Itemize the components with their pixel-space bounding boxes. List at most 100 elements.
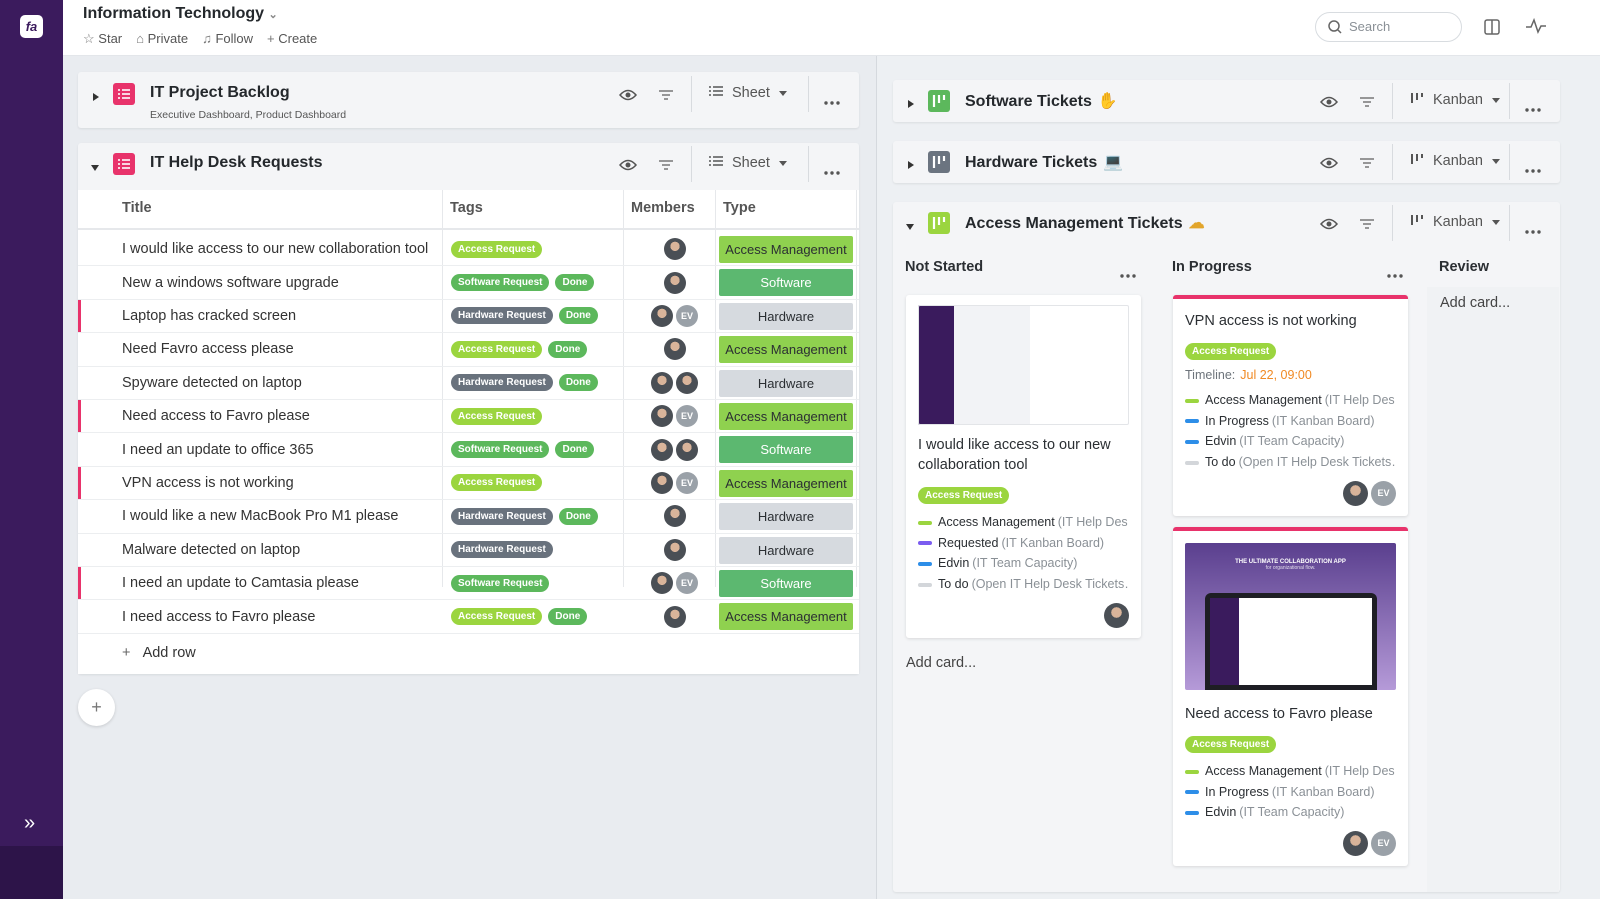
row-tags: Hardware Request [451,534,559,566]
column-name: In Progress [1172,259,1252,275]
column-header[interactable]: Title [122,200,152,216]
collapse-toggle[interactable] [907,157,915,175]
column-header[interactable]: Members [631,200,695,216]
view-switcher[interactable]: Sheet [709,85,787,101]
search-box[interactable]: Search [1315,12,1462,42]
table-row[interactable]: I would like a new MacBook Pro M1 please… [78,500,859,534]
table-row[interactable]: Malware detected on laptop Hardware Reque… [78,534,859,567]
view-switcher[interactable]: Kanban [1410,153,1500,169]
visibility-button[interactable] [1319,156,1339,174]
header-action[interactable]: ⌂ Private [136,31,188,47]
view-drop [1492,214,1500,230]
view-icon [1410,214,1424,230]
widget-subtitle[interactable]: Executive Dashboard, Product Dashboard [150,109,347,121]
collection-title[interactable]: Information Technology ⌄ [83,5,278,22]
filter-button[interactable] [658,158,674,176]
table-row[interactable]: Spyware detected on laptop Hardware Reque… [78,367,859,400]
card[interactable]: I would like access to our new collabora… [906,295,1141,638]
more-button[interactable] [824,92,840,110]
collapse-toggle[interactable] [905,218,915,236]
table-row[interactable]: I would like access to our new collabora… [78,233,859,267]
more-button[interactable] [1525,99,1541,117]
sep [691,76,692,112]
add-row-label: Add row [142,645,196,661]
expand-button[interactable]: » [24,812,36,834]
activity-icon[interactable] [1525,17,1547,35]
more-icon [1525,230,1541,234]
view-switcher[interactable]: Sheet [709,155,787,171]
title-emoji: ✋ [1097,93,1118,110]
collapse-toggle[interactable] [907,96,915,114]
widget-title[interactable]: IT Help Desk Requests [150,154,323,172]
column-header[interactable]: Tags [450,200,483,216]
table-row[interactable]: I need an update to Camtasia please Softw… [78,567,859,601]
view-switcher[interactable]: Kanban [1410,214,1500,230]
filter-button[interactable] [1359,95,1375,113]
icon-glyph [932,95,946,107]
add-card[interactable]: Add card... [906,654,977,671]
view-drop [778,155,787,171]
filter-button[interactable] [658,88,674,106]
avatar [651,471,673,494]
widget-title[interactable]: Access Management Tickets ☁ [965,213,1205,233]
table-row[interactable]: VPN access is not working Access Request E… [78,466,859,501]
relation: Edvin (IT Team Capacity) [1185,802,1396,823]
add-widget-button[interactable]: + [78,689,115,726]
type-cell: Hardware [719,536,853,564]
row-members [643,433,703,465]
add-row[interactable]: + Add row [122,645,196,661]
collapse-toggle[interactable] [90,159,100,177]
widget: IT Project Backlog Executive Dashboard, P… [78,72,859,128]
view-switcher[interactable]: Kanban [1410,92,1500,108]
card[interactable]: VPN access is not working Access Request T… [1173,295,1408,516]
table-row[interactable]: I need an update to office 365 Software R… [78,433,859,467]
column-header[interactable]: Type [723,200,756,216]
sep [1392,83,1393,119]
more-button[interactable] [1525,221,1541,239]
relation-source: (IT Help Des… [1324,393,1396,407]
visibility-button[interactable] [618,158,638,176]
tag: Access Request [1185,735,1277,753]
tag: Done [558,307,598,325]
widget: Access Management Tickets ☁ Kanban Not Star… [893,202,1560,892]
view-name: Kanban [1433,214,1483,230]
table-row[interactable]: Laptop has cracked screen Hardware Reques… [78,299,859,334]
header-action[interactable]: ☆ Star [83,31,122,47]
header-action[interactable]: ♫ Follow [202,31,253,47]
visibility-button[interactable] [618,88,638,106]
table-row[interactable]: Need access to Favro please Access Reques… [78,400,859,434]
filter-icon [1360,219,1374,229]
collapse-toggle[interactable] [92,89,100,107]
row-members [643,600,703,632]
more-button[interactable] [824,162,840,180]
filter-button[interactable] [1359,156,1375,174]
type-cell: Access Management [719,603,853,631]
visibility-button[interactable] [1319,217,1339,235]
filter-button[interactable] [1359,217,1375,235]
visibility-button[interactable] [1319,95,1339,113]
table-row[interactable]: Need Favro access please Access Request Do… [78,333,859,367]
more-button[interactable] [1525,160,1541,178]
table-row[interactable]: New a windows software upgrade Software R… [78,266,859,300]
widget: IT Help Desk Requests Sheet Title Tags Membe… [78,143,859,674]
header-action[interactable]: + Create [267,31,317,47]
table-row[interactable]: I need access to Favro please Access Requ… [78,600,859,634]
avatar [651,405,673,428]
column-more[interactable] [1387,265,1403,283]
logo[interactable]: fa [20,15,43,38]
panel-icon[interactable] [1484,19,1500,35]
widget-title[interactable]: Hardware Tickets 💻 [965,152,1123,172]
widget-title[interactable]: IT Project Backlog [150,84,290,102]
card-stack: VPN access is not working Access Request T… [1173,295,1408,866]
action-icon: + [267,31,279,46]
filter-icon [1360,158,1374,168]
plus: + [122,645,143,661]
column-more[interactable] [1120,265,1136,283]
add-card[interactable]: Add card... [1440,295,1511,311]
help-area[interactable] [0,846,63,899]
widget-title[interactable]: Software Tickets ✋ [965,91,1118,111]
widget-icon [113,153,135,175]
card[interactable]: THE ULTIMATE COLLABORATION APP for organi… [1173,526,1408,866]
card-title: I would like access to our new collabora… [918,437,1111,473]
